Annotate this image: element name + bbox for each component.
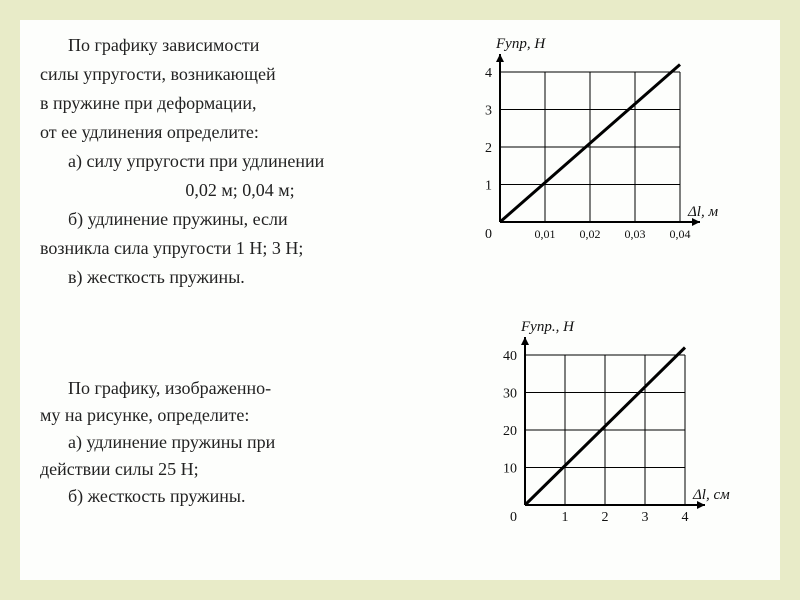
p1-a: а) силу упругости при удлинении (40, 148, 440, 175)
p2-b: б) жесткость пружины. (40, 483, 460, 510)
svg-text:Fупр, Н: Fупр, Н (495, 36, 546, 52)
p1-line2: силы упругости, возникающей (40, 61, 440, 88)
p2-line1: По графику, изображенно- (40, 375, 460, 402)
svg-text:Fупр., Н: Fупр., Н (520, 319, 575, 335)
p1-line3: в пружине при деформации, (40, 90, 440, 117)
p1-v: в) жесткость пружины. (40, 264, 440, 291)
svg-text:3: 3 (485, 104, 492, 119)
svg-text:1: 1 (485, 179, 492, 194)
svg-text:20: 20 (503, 424, 517, 439)
p1-line1: По графику зависимости (40, 32, 440, 59)
svg-text:0,04: 0,04 (670, 227, 691, 241)
svg-text:0,01: 0,01 (535, 227, 556, 241)
page: По графику зависимости силы упругости, в… (20, 20, 780, 580)
chart-1-svg: 0,01 0,02 0,03 0,04 1 2 3 4 0 Fупр, Н Δl, м (450, 32, 750, 252)
svg-text:2: 2 (602, 510, 609, 525)
svg-text:Δl, м: Δl, м (687, 204, 718, 220)
p1-b2: возникла сила упругости 1 Н; 3 Н; (40, 235, 440, 262)
svg-text:2: 2 (485, 141, 492, 156)
chart-1: 0,01 0,02 0,03 0,04 1 2 3 4 0 Fупр, Н Δl, м (450, 32, 750, 257)
p2-line2: му на рисунке, определите: (40, 402, 460, 429)
svg-text:4: 4 (485, 66, 492, 81)
svg-text:0: 0 (485, 227, 492, 242)
svg-text:1: 1 (562, 510, 569, 525)
p2-a2: действии силы 25 Н; (40, 456, 460, 483)
svg-text:30: 30 (503, 387, 517, 402)
problem-2-text: По графику, изображенно- му на рисунке, … (40, 315, 460, 510)
p1-b: б) удлинение пружины, если (40, 206, 440, 233)
svg-text:40: 40 (503, 349, 517, 364)
chart-2: 1 2 3 4 10 20 30 40 0 Fупр., Н Δl, см (470, 305, 750, 540)
svg-text:0: 0 (510, 510, 517, 525)
p2-a: а) удлинение пружины при (40, 429, 460, 456)
p1-a-vals: 0,02 м; 0,04 м; (40, 177, 440, 204)
problem-1-text: По графику зависимости силы упругости, в… (40, 32, 440, 291)
svg-text:4: 4 (682, 510, 689, 525)
problem-2: По графику, изображенно- му на рисунке, … (40, 315, 760, 510)
problem-1: По графику зависимости силы упругости, в… (40, 32, 760, 291)
svg-text:0,02: 0,02 (580, 227, 601, 241)
p1-line4: от ее удлинения определите: (40, 119, 440, 146)
chart-2-svg: 1 2 3 4 10 20 30 40 0 Fупр., Н Δl, см (470, 305, 750, 535)
svg-text:3: 3 (642, 510, 649, 525)
svg-text:0,03: 0,03 (625, 227, 646, 241)
svg-text:10: 10 (503, 462, 517, 477)
svg-text:Δl, см: Δl, см (692, 487, 730, 503)
